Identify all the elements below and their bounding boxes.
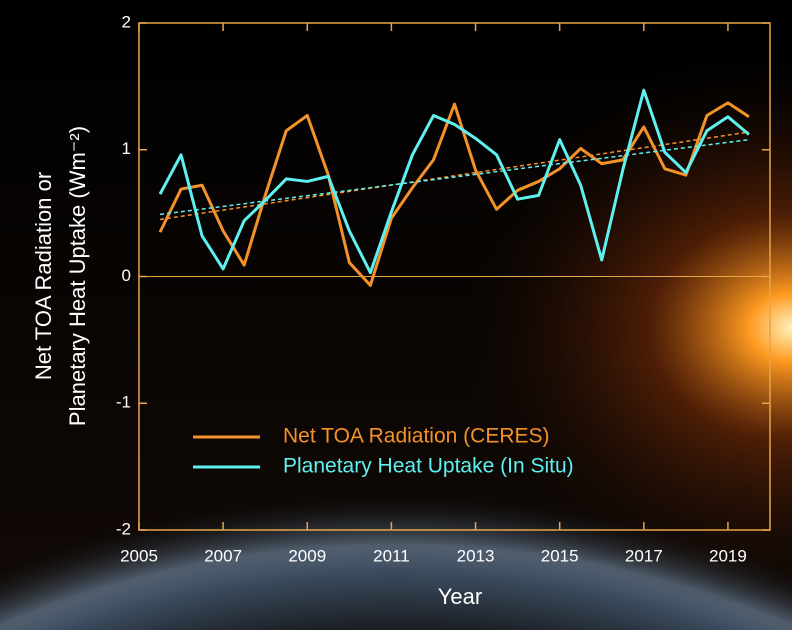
data-line bbox=[158, 88, 750, 275]
legend-label: Planetary Heat Uptake (In Situ) bbox=[283, 455, 574, 478]
y-tick-label: 2 bbox=[122, 12, 131, 31]
x-tick-label: 2017 bbox=[625, 546, 663, 565]
x-tick-label: 2013 bbox=[457, 546, 495, 565]
x-tick-label: 2019 bbox=[709, 546, 747, 565]
y-axis-label: Net TOA Radiation or Planetary Heat Upta… bbox=[31, 126, 90, 426]
trend-line bbox=[159, 131, 750, 221]
x-axis-label: Year bbox=[438, 584, 482, 609]
x-tick-label: 2011 bbox=[373, 546, 410, 565]
x-tick-label: 2015 bbox=[541, 546, 579, 565]
y-tick-label: 1 bbox=[122, 139, 131, 158]
y-axis-label-line: Planetary Heat Uptake (Wm⁻²) bbox=[65, 126, 90, 426]
x-tick-label: 2007 bbox=[204, 546, 242, 565]
trend-line bbox=[159, 138, 750, 216]
y-tick-label: 0 bbox=[122, 266, 131, 285]
y-tick-label: -2 bbox=[116, 519, 131, 538]
x-tick-label: 2005 bbox=[120, 546, 158, 565]
y-tick-label: -1 bbox=[116, 393, 131, 412]
x-tick-label: 2009 bbox=[288, 546, 326, 565]
data-line bbox=[158, 101, 750, 287]
legend-label: Net TOA Radiation (CERES) bbox=[283, 425, 550, 448]
y-axis-label-line: Net TOA Radiation or bbox=[31, 172, 56, 380]
